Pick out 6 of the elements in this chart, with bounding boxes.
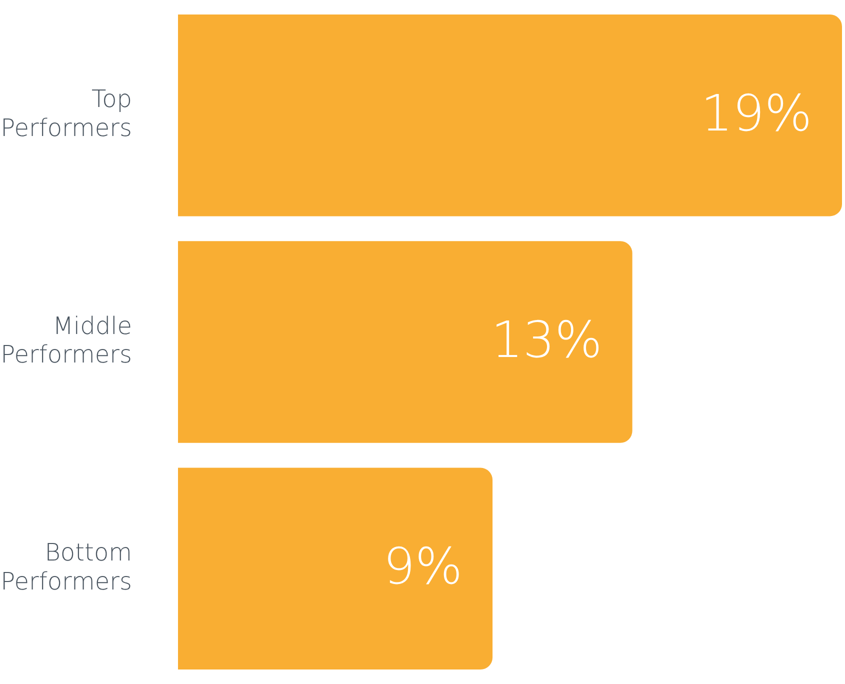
y-tick-label: Bottom Performers <box>0 538 132 596</box>
y-tick-label: Top Performers <box>0 85 132 142</box>
data-label: 19% <box>700 84 812 142</box>
data-label: 13% <box>491 310 602 369</box>
data-label: 9% <box>383 538 463 596</box>
y-tick-label: Middle Performers <box>0 312 132 369</box>
